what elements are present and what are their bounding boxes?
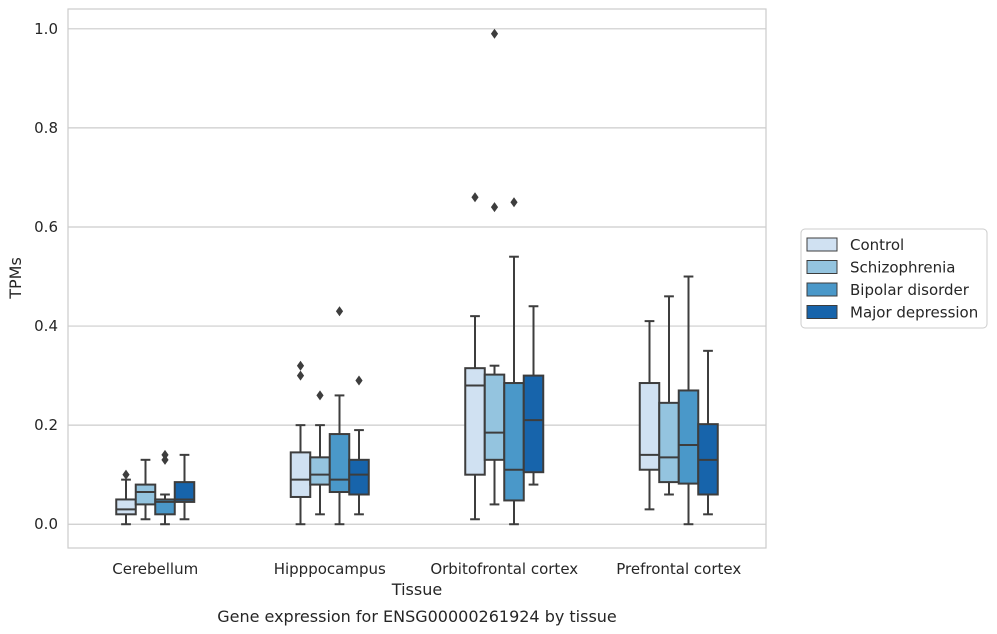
box-groups <box>115 28 719 526</box>
x-tick-label: Hipppocampus <box>274 560 386 578</box>
x-axis-ticks: Cerebellum Hipppocampus Orbitofrontal cort… <box>112 560 741 578</box>
box-outlier <box>355 375 363 386</box>
legend-frame <box>800 228 988 329</box>
box-0-2 <box>154 449 176 526</box>
box-body <box>289 451 312 498</box>
y-tick-label: 0.2 <box>34 416 58 434</box>
x-tick-label: Orbitofrontal cortex <box>430 560 578 578</box>
box-body <box>483 373 506 461</box>
y-axis-label: TPMs <box>6 257 25 300</box>
box-2-1 <box>483 28 506 506</box>
box-2-2 <box>503 197 525 526</box>
box-3-3 <box>697 349 719 516</box>
box-body <box>658 401 680 484</box>
box-outlier <box>490 28 499 39</box>
box-outlier <box>335 306 344 317</box>
box-0-0 <box>115 469 137 526</box>
legend-swatch <box>806 305 838 319</box>
box-0-1 <box>134 458 157 521</box>
y-tick-label: 0.0 <box>34 515 58 533</box>
legend-label: Major depression <box>850 304 978 322</box>
box-body <box>115 498 137 516</box>
legend-label: Control <box>850 236 904 254</box>
box-body <box>154 498 176 516</box>
box-outlier <box>296 360 305 371</box>
box-body <box>309 456 331 486</box>
box-3-2 <box>677 275 700 526</box>
box-1-2 <box>328 306 351 526</box>
box-outlier <box>471 192 479 203</box>
box-body <box>348 458 370 496</box>
y-tick-label: 0.8 <box>34 119 58 137</box>
x-axis-label: Tissue <box>391 580 442 599</box>
x-tick-label: Prefrontal cortex <box>616 560 741 578</box>
box-outlier <box>510 197 518 208</box>
legend-swatch <box>806 237 838 252</box>
legend-label: Schizophrenia <box>850 259 955 277</box>
box-outlier <box>161 449 169 460</box>
plot-frame <box>67 8 767 549</box>
box-3-0 <box>638 320 661 511</box>
y-tick-label: 0.6 <box>34 218 58 236</box>
y-tick-label: 1.0 <box>34 20 58 38</box>
box-outlier <box>122 469 130 480</box>
box-2-3 <box>522 305 545 486</box>
box-body <box>328 433 351 494</box>
box-outlier <box>316 390 324 401</box>
box-3-1 <box>658 295 680 496</box>
box-body <box>503 382 525 502</box>
box-1-1 <box>309 390 331 516</box>
box-body <box>522 374 545 474</box>
box-outlier <box>490 202 499 213</box>
legend: Control Schizophrenia Bipolar disorder Majo… <box>800 228 988 329</box>
legend-label: Bipolar disorder <box>850 281 970 299</box>
box-2-0 <box>464 192 486 521</box>
box-outlier <box>296 370 305 381</box>
y-axis-ticks: 0.0 0.2 0.4 0.6 0.8 1.0 <box>34 20 58 533</box>
legend-swatch <box>806 260 838 274</box>
legend-swatch <box>806 282 838 297</box>
y-tick-label: 0.4 <box>34 317 58 335</box>
x-tick-label: Cerebellum <box>112 560 198 578</box>
box-body <box>173 481 196 503</box>
box-1-0 <box>289 360 312 526</box>
box-body <box>134 483 157 506</box>
box-body <box>638 382 661 471</box>
chart-caption: Gene expression for ENSG00000261924 by t… <box>217 607 617 626</box>
box-0-3 <box>173 453 196 521</box>
box-1-3 <box>348 375 370 516</box>
box-body <box>677 389 700 485</box>
grid-lines <box>68 28 766 525</box>
box-body <box>464 367 486 476</box>
